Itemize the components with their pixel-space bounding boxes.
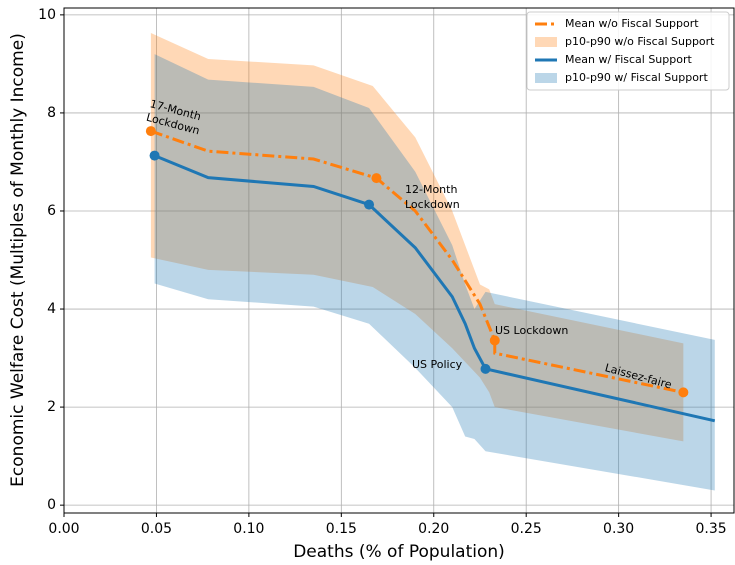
legend-label: Mean w/o Fiscal Support: [565, 17, 699, 30]
annotation: US Policy: [412, 358, 463, 371]
x-tick-label: 0.35: [695, 521, 726, 537]
line: [150, 129, 684, 394]
annotation-text: Lockdown: [405, 198, 460, 211]
annotation-text: US Policy: [412, 358, 463, 371]
y-tick-label: 2: [47, 399, 56, 415]
x-tick-label: 0.20: [418, 521, 449, 537]
legend-label: p10-p90 w/o Fiscal Support: [565, 35, 715, 48]
point: [678, 387, 689, 398]
x-tick-label: 0.00: [48, 521, 79, 537]
y-tick-label: 6: [47, 203, 56, 219]
plot-frame: [63, 7, 735, 514]
point: [364, 199, 375, 210]
y-tick-label: 10: [38, 7, 56, 23]
annotation: US Lockdown: [495, 324, 568, 337]
x-tick-label: 0.25: [511, 521, 542, 537]
x-axis-label: Deaths (% of Population): [293, 542, 505, 562]
x-tick-label: 0.30: [603, 521, 634, 537]
x-tick-label: 0.10: [233, 521, 264, 537]
y-axis-label: Economic Welfare Cost (Multiples of Mont…: [8, 33, 28, 487]
x-tick-label: 0.15: [326, 521, 357, 537]
band: [150, 33, 684, 442]
x-tick-label: 0.05: [141, 521, 172, 537]
point: [489, 335, 500, 346]
legend-patch: [535, 73, 557, 83]
legend-patch: [535, 37, 557, 47]
annotation: 12-Month Lockdown: [405, 183, 460, 211]
y-tick-label: 8: [47, 105, 56, 121]
y-tick-label: 0: [47, 497, 56, 513]
legend-label: Mean w/ Fiscal Support: [565, 53, 692, 66]
annotation-text: 12-Month: [405, 183, 457, 196]
point: [480, 363, 491, 374]
annotation-text: US Lockdown: [495, 324, 568, 337]
legend-label: p10-p90 w/ Fiscal Support: [565, 71, 708, 84]
legend-box: [526, 11, 730, 91]
line: [154, 154, 716, 423]
y-tick-label: 4: [47, 301, 56, 317]
point: [145, 126, 156, 137]
point: [371, 173, 382, 184]
point: [149, 150, 160, 161]
